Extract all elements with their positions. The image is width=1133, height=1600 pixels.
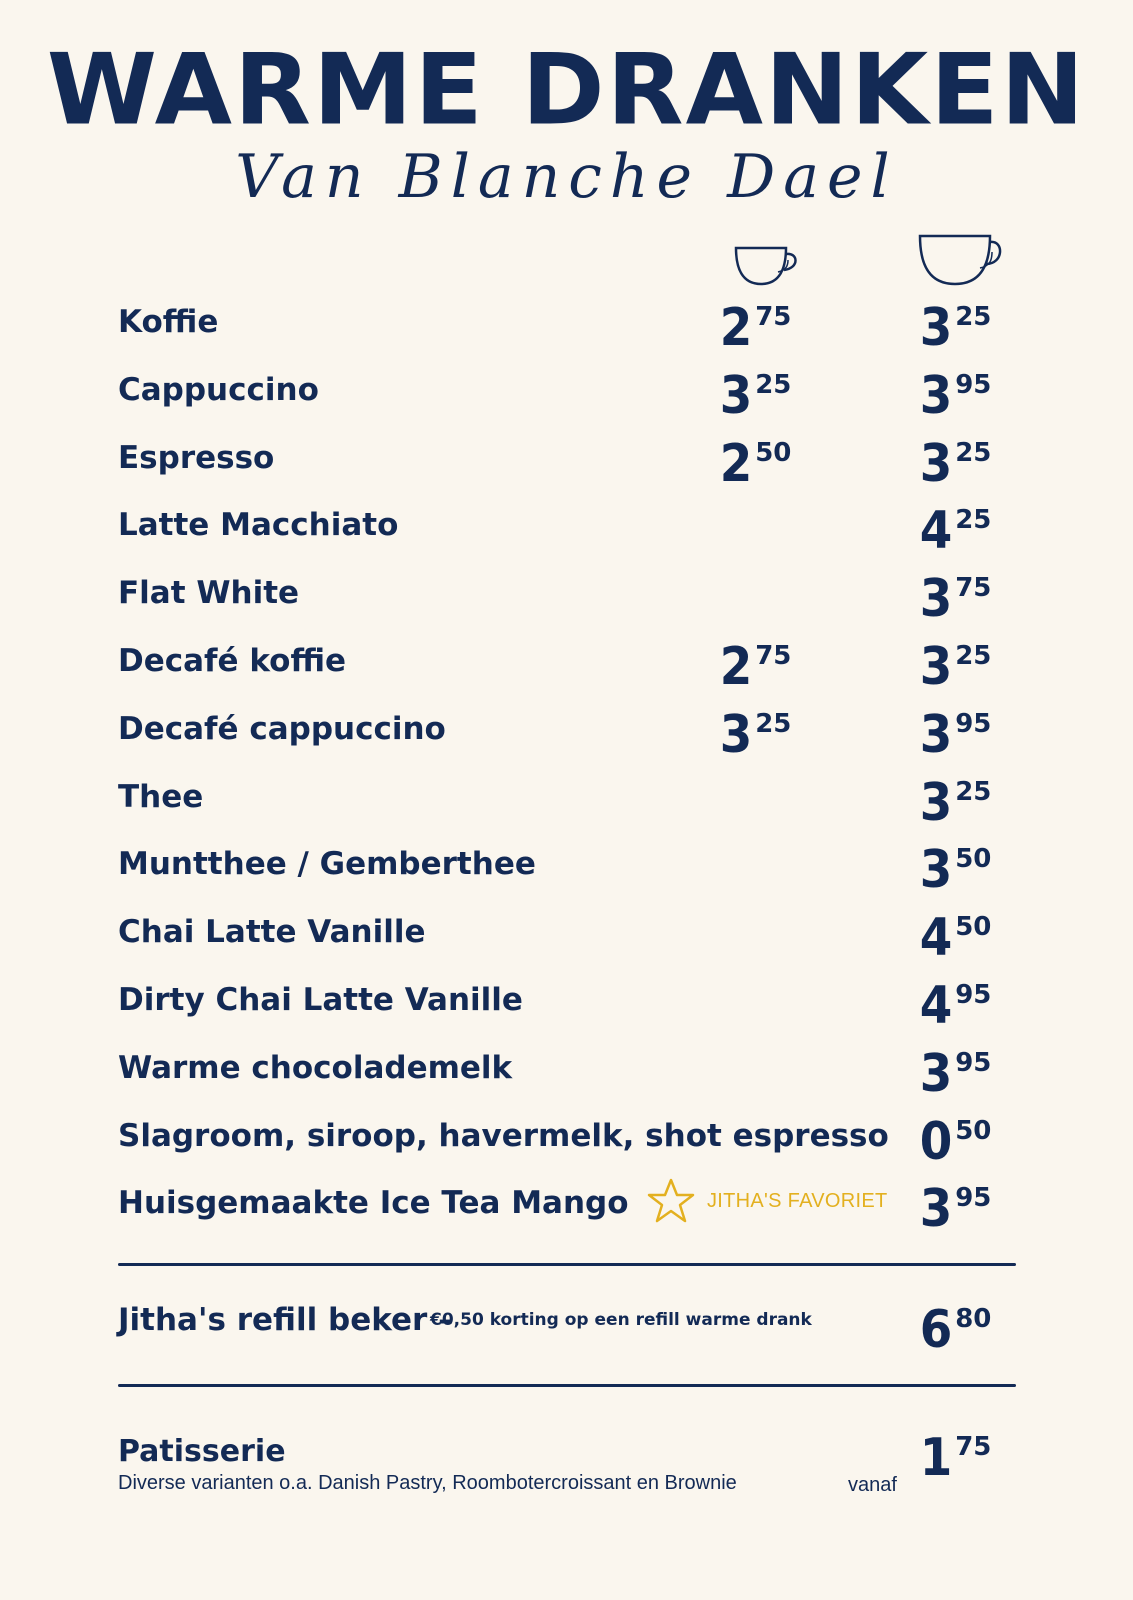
small-price: 2 75 <box>719 298 792 358</box>
item-name: Huisgemaakte Ice Tea Mango <box>118 1185 629 1221</box>
large-price: 3 25 <box>919 298 992 358</box>
menu-item: Slagroom, siroop, havermelk, shot espres… <box>118 1114 1018 1174</box>
item-name: Dirty Chai Latte Vanille <box>118 982 523 1018</box>
menu-item: Muntthee / Gemberthee 3 50 <box>118 842 1018 902</box>
menu-item: Cappuccino 3 25 3 95 <box>118 368 1018 428</box>
large-price: 3 95 <box>919 705 992 765</box>
star-icon <box>647 1178 695 1223</box>
item-name: Espresso <box>118 440 275 476</box>
large-price: 3 95 <box>919 1179 992 1239</box>
refill-price: 6 80 <box>919 1300 992 1360</box>
favorite-badge: JITHA'S FAVORIET <box>647 1177 888 1225</box>
item-name: Decafé koffie <box>118 643 347 679</box>
large-price: 4 95 <box>919 976 992 1036</box>
item-name: Slagroom, siroop, havermelk, shot espres… <box>118 1118 889 1154</box>
menu-item: Thee 3 25 <box>118 775 1018 835</box>
patisserie-name: Patisserie <box>118 1434 286 1469</box>
refill-row: Jitha's refill beker – €0,50 korting op … <box>118 1298 1018 1368</box>
menu-item: Decafé cappuccino 3 25 3 95 <box>118 707 1018 767</box>
large-price: 3 25 <box>919 434 992 494</box>
patisserie-row: Patisserie Diverse varianten o.a. Danish… <box>118 1432 1018 1512</box>
item-name: Koffie <box>118 304 219 340</box>
small-cup-icon <box>734 246 797 286</box>
menu-item: Latte Macchiato 4 25 <box>118 503 1018 563</box>
large-price: 3 50 <box>919 840 992 900</box>
from-label: vanaf <box>848 1474 897 1496</box>
item-name: Latte Macchiato <box>118 507 399 543</box>
large-price: 3 95 <box>919 1044 992 1104</box>
menu-item: Huisgemaakte Ice Tea Mango 3 95 JITHA'S FAV… <box>118 1178 1018 1241</box>
menu-subtitle: Van Blanche Dael <box>235 142 898 212</box>
menu-item: Warme chocolademelk 3 95 <box>118 1046 1018 1106</box>
menu-item: Chai Latte Vanille 4 50 <box>118 910 1018 970</box>
favorite-label: JITHA'S FAVORIET <box>707 1189 888 1212</box>
item-name: Muntthee / Gemberthee <box>118 846 536 882</box>
small-price: 2 50 <box>719 434 792 494</box>
menu-item: Flat White 3 75 <box>118 571 1018 631</box>
patisserie-price: 1 75 <box>919 1428 992 1488</box>
item-name: Decafé cappuccino <box>118 711 446 747</box>
menu-item: Dirty Chai Latte Vanille 4 95 <box>118 978 1018 1038</box>
item-name: Chai Latte Vanille <box>118 914 426 950</box>
divider <box>118 1263 1016 1266</box>
large-price: 4 50 <box>919 908 992 968</box>
item-name: Cappuccino <box>118 372 319 408</box>
small-price: 2 75 <box>719 637 792 697</box>
large-price: 3 95 <box>919 366 992 426</box>
item-name: Warme chocolademelk <box>118 1050 513 1086</box>
item-name: Flat White <box>118 575 300 611</box>
small-price: 3 25 <box>719 705 792 765</box>
refill-note: €0,50 korting op een refill warme drank <box>430 1310 812 1330</box>
large-price: 3 25 <box>919 773 992 833</box>
large-price: 4 25 <box>919 501 992 561</box>
menu-item: Decafé koffie 2 75 3 25 <box>118 639 1018 699</box>
large-price: 3 25 <box>919 637 992 697</box>
large-price: 0 50 <box>919 1112 992 1172</box>
menu-item: Espresso 2 50 3 25 <box>118 436 1018 496</box>
small-price: 3 25 <box>719 366 792 426</box>
patisserie-description: Diverse varianten o.a. Danish Pastry, Ro… <box>118 1472 737 1494</box>
item-name: Thee <box>118 779 204 815</box>
menu-item: Koffie 2 75 3 25 <box>118 300 1018 360</box>
refill-name: Jitha's refill beker – <box>118 1302 454 1338</box>
large-price: 3 75 <box>919 569 992 629</box>
large-cup-icon <box>918 234 1002 286</box>
menu-title: WARME DRANKEN <box>46 32 1087 147</box>
divider <box>118 1384 1016 1387</box>
